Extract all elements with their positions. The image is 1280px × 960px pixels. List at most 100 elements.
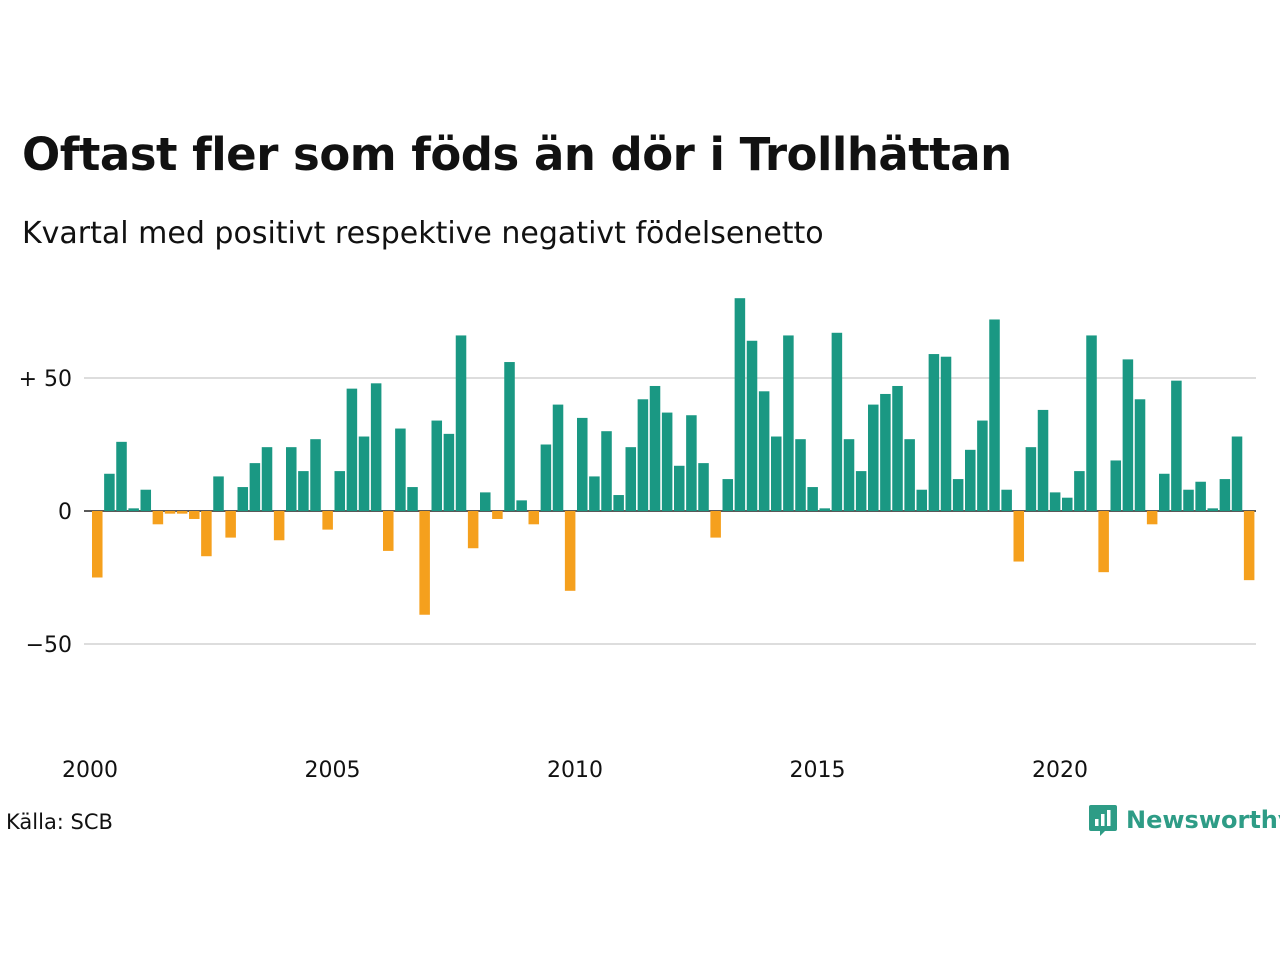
bar bbox=[552, 404, 564, 511]
bar bbox=[201, 511, 212, 557]
bar bbox=[467, 511, 479, 549]
bar bbox=[395, 428, 406, 511]
bar bbox=[516, 500, 527, 511]
bar bbox=[322, 511, 333, 530]
bar bbox=[843, 439, 855, 511]
bar bbox=[92, 511, 103, 578]
bar bbox=[140, 489, 152, 511]
bar bbox=[346, 388, 358, 511]
bar bbox=[686, 415, 697, 511]
bar bbox=[880, 393, 891, 511]
bar bbox=[589, 476, 600, 511]
y-tick-label: 0 bbox=[58, 500, 72, 525]
bar bbox=[1110, 460, 1122, 511]
bar bbox=[783, 335, 794, 511]
bar bbox=[661, 412, 673, 511]
bar bbox=[455, 335, 467, 511]
brand-name: Newsworthy bbox=[1126, 806, 1280, 834]
bar bbox=[1025, 447, 1037, 511]
bar bbox=[1049, 492, 1061, 511]
bar bbox=[928, 354, 940, 511]
bar bbox=[116, 441, 127, 511]
bar bbox=[480, 492, 491, 511]
bar bbox=[213, 476, 224, 511]
bar bbox=[855, 471, 867, 511]
bar bbox=[237, 487, 249, 511]
bar bbox=[795, 439, 806, 511]
bar bbox=[1231, 436, 1243, 511]
bar bbox=[710, 511, 721, 538]
source-label: Källa: SCB bbox=[6, 810, 113, 834]
x-tick-label: 2005 bbox=[305, 758, 361, 783]
bar bbox=[625, 447, 637, 511]
bar bbox=[637, 399, 649, 511]
bar bbox=[492, 511, 503, 519]
bar bbox=[152, 511, 164, 525]
bar bbox=[1195, 481, 1206, 511]
bar bbox=[540, 444, 552, 511]
bar bbox=[674, 465, 685, 511]
y-tick-label: −50 bbox=[26, 633, 72, 658]
x-tick-label: 2015 bbox=[790, 758, 846, 783]
bar bbox=[904, 439, 915, 511]
newsworthy-logo-icon bbox=[1089, 805, 1117, 836]
bar bbox=[528, 511, 540, 525]
bar bbox=[261, 447, 273, 511]
bar bbox=[370, 383, 382, 511]
bar bbox=[358, 436, 370, 511]
bar bbox=[249, 463, 261, 511]
bar bbox=[746, 340, 758, 511]
bar bbox=[868, 404, 879, 511]
bar-chart: + 50 0 −50 2000 2005 2010 2015 2020 bbox=[19, 298, 1256, 783]
bar bbox=[286, 447, 297, 511]
bar bbox=[722, 479, 734, 511]
bar bbox=[504, 362, 515, 511]
bar bbox=[952, 479, 964, 511]
bar bbox=[310, 439, 321, 511]
bar bbox=[916, 489, 928, 511]
bar bbox=[1146, 511, 1158, 525]
bar bbox=[734, 298, 746, 511]
tick-labels: + 50 0 −50 2000 2005 2010 2015 2020 bbox=[19, 367, 1088, 783]
bar bbox=[1062, 497, 1073, 511]
bar bbox=[1001, 489, 1012, 511]
bar bbox=[1013, 511, 1025, 562]
bar bbox=[564, 511, 576, 591]
bar bbox=[601, 431, 612, 511]
bar bbox=[1037, 409, 1049, 511]
bar bbox=[649, 385, 661, 511]
bar bbox=[1134, 399, 1146, 511]
bar bbox=[176, 511, 188, 514]
bar bbox=[698, 463, 709, 511]
bar bbox=[1183, 489, 1194, 511]
bar bbox=[189, 511, 200, 519]
bar bbox=[1219, 479, 1231, 511]
bar bbox=[1243, 511, 1255, 581]
chart-subtitle: Kvartal med positivt respektive negativt… bbox=[22, 216, 824, 251]
bar bbox=[164, 511, 176, 514]
bar bbox=[128, 508, 139, 511]
bar bbox=[989, 319, 1000, 511]
bar bbox=[807, 487, 818, 511]
bar bbox=[758, 391, 770, 511]
bar bbox=[1159, 473, 1170, 511]
bar bbox=[1086, 335, 1097, 511]
brand-logo: Newsworthy bbox=[1088, 803, 1280, 837]
bar bbox=[771, 436, 782, 511]
bar bbox=[298, 471, 309, 511]
bar bbox=[965, 449, 976, 511]
bar bbox=[1171, 380, 1182, 511]
y-tick-label: + 50 bbox=[19, 367, 72, 392]
x-tick-label: 2020 bbox=[1032, 758, 1088, 783]
bar bbox=[1122, 359, 1134, 511]
chart-title: Oftast fler som föds än dör i Trollhätta… bbox=[22, 128, 1012, 181]
bar bbox=[577, 417, 588, 511]
bar bbox=[383, 511, 394, 551]
bar bbox=[1074, 471, 1085, 511]
bar bbox=[431, 420, 443, 511]
bar bbox=[1098, 511, 1109, 573]
x-tick-label: 2000 bbox=[62, 758, 118, 783]
bar bbox=[613, 495, 624, 511]
bar bbox=[104, 473, 115, 511]
bar bbox=[443, 433, 455, 511]
